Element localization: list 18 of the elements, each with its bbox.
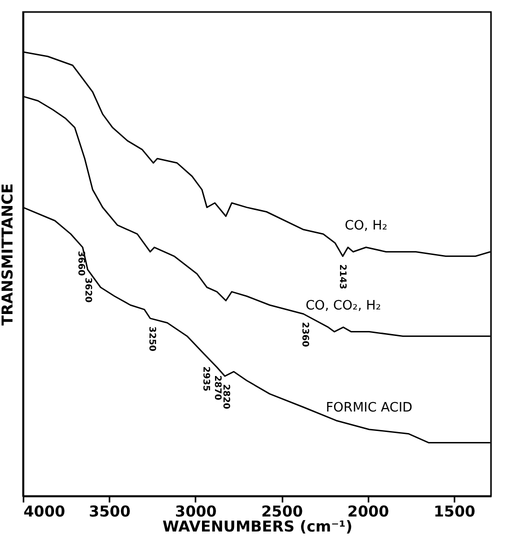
x-tick-label: 2000 [347, 502, 390, 520]
x-axis-title: WAVENUMBERS (cm⁻¹) [162, 518, 352, 536]
annotation: 2143 [337, 264, 348, 290]
series-label: FORMIC ACID [326, 400, 412, 416]
annotation: 3660 [76, 250, 86, 276]
x-tick-label: 1500 [434, 502, 476, 520]
series-label: CO, CO₂, H₂ [306, 298, 381, 314]
y-axis-title: TRANSMITTANCE [0, 183, 16, 326]
x-tick-label: 3500 [88, 502, 131, 520]
x-tick-label: 4000 [24, 502, 66, 520]
annotation: 2935 [200, 366, 211, 392]
x-tick-label: 3000 [175, 502, 217, 520]
x-tick-label: 2500 [261, 502, 303, 520]
annotation: 3250 [146, 326, 156, 352]
annotation: 2360 [300, 322, 310, 348]
annotation: 3620 [82, 278, 93, 303]
series-label: CO, H₂ [344, 218, 388, 234]
annotation: 2870 [212, 375, 222, 400]
